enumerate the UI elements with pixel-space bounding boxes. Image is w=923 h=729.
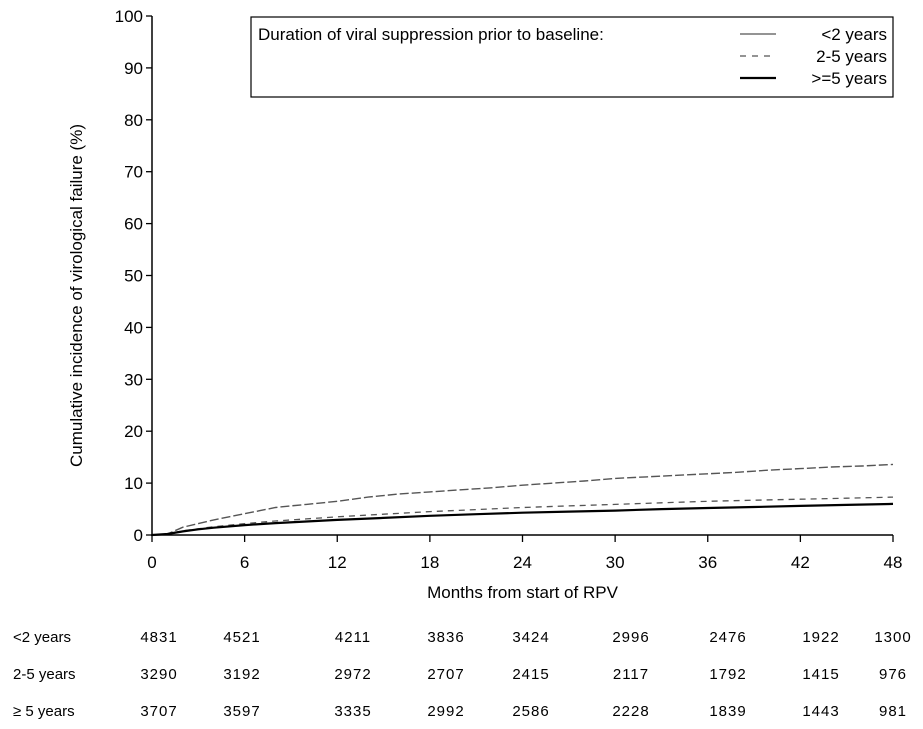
risk-count: 2476 [709,629,746,646]
risk-count: 1839 [709,703,746,720]
y-tick-label: 40 [124,318,143,337]
risk-count: 3597 [223,703,260,720]
risk-count: 3424 [512,629,549,646]
legend-entry-1: <2 years [821,25,887,44]
risk-table: <2 years 4831 4521 4211 3836 3424 2996 2476 1922… [13,629,912,720]
x-tick-label: 12 [328,553,347,572]
risk-count: 2228 [612,703,649,720]
risk-count: 1415 [802,666,839,683]
series-line-3 [152,504,893,535]
x-tick-label: 36 [698,553,717,572]
y-tick-label: 100 [115,7,143,26]
x-tick-label: 42 [791,553,810,572]
risk-count: 2586 [512,703,549,720]
x-tick-label: 0 [147,553,156,572]
risk-count: 3836 [427,629,464,646]
y-tick-label: 60 [124,215,143,234]
risk-count: 3335 [334,703,371,720]
risk-count: 3707 [140,703,177,720]
y-tick-label: 80 [124,111,143,130]
risk-count: 2972 [334,666,371,683]
legend-entry-3: >=5 years [811,69,887,88]
x-tick-label: 18 [420,553,439,572]
risk-count: 3290 [140,666,177,683]
risk-count: 4211 [335,629,371,646]
series-lines [152,464,893,535]
risk-count: 2117 [613,666,649,683]
y-tick-label: 90 [124,59,143,78]
risk-count: 976 [879,666,907,683]
y-tick-label: 50 [124,267,143,286]
x-tick-label: 30 [606,553,625,572]
y-axis-title: Cumulative incidence of virological fail… [67,124,86,467]
x-tick-label: 6 [240,553,249,572]
risk-count: 4831 [140,629,177,646]
risk-count: 2415 [512,666,549,683]
risk-count: 3192 [223,666,260,683]
risk-count: 2707 [427,666,464,683]
risk-row-label: ≥ 5 years [13,703,75,720]
risk-count: 1792 [709,666,746,683]
x-tick-label: 48 [884,553,903,572]
series-line-2 [152,497,893,535]
legend: Duration of viral suppression prior to b… [251,17,893,97]
risk-count: 981 [879,703,907,720]
risk-count: 2996 [612,629,649,646]
legend-entry-2: 2-5 years [816,47,887,66]
y-tick-label: 0 [134,526,143,545]
risk-count: 1443 [802,703,839,720]
risk-row-label: <2 years [13,629,71,646]
y-tick-label: 70 [124,163,143,182]
y-tick-label: 30 [124,370,143,389]
x-axis-title: Months from start of RPV [427,583,618,602]
x-tick-label: 24 [513,553,532,572]
y-tick-label: 20 [124,422,143,441]
legend-title: Duration of viral suppression prior to b… [258,25,604,44]
risk-count: 2992 [427,703,464,720]
risk-count: 1922 [802,629,839,646]
risk-count: 1300 [874,629,911,646]
risk-row-label: 2-5 years [13,666,76,683]
y-tick-label: 10 [124,474,143,493]
risk-count: 4521 [223,629,260,646]
